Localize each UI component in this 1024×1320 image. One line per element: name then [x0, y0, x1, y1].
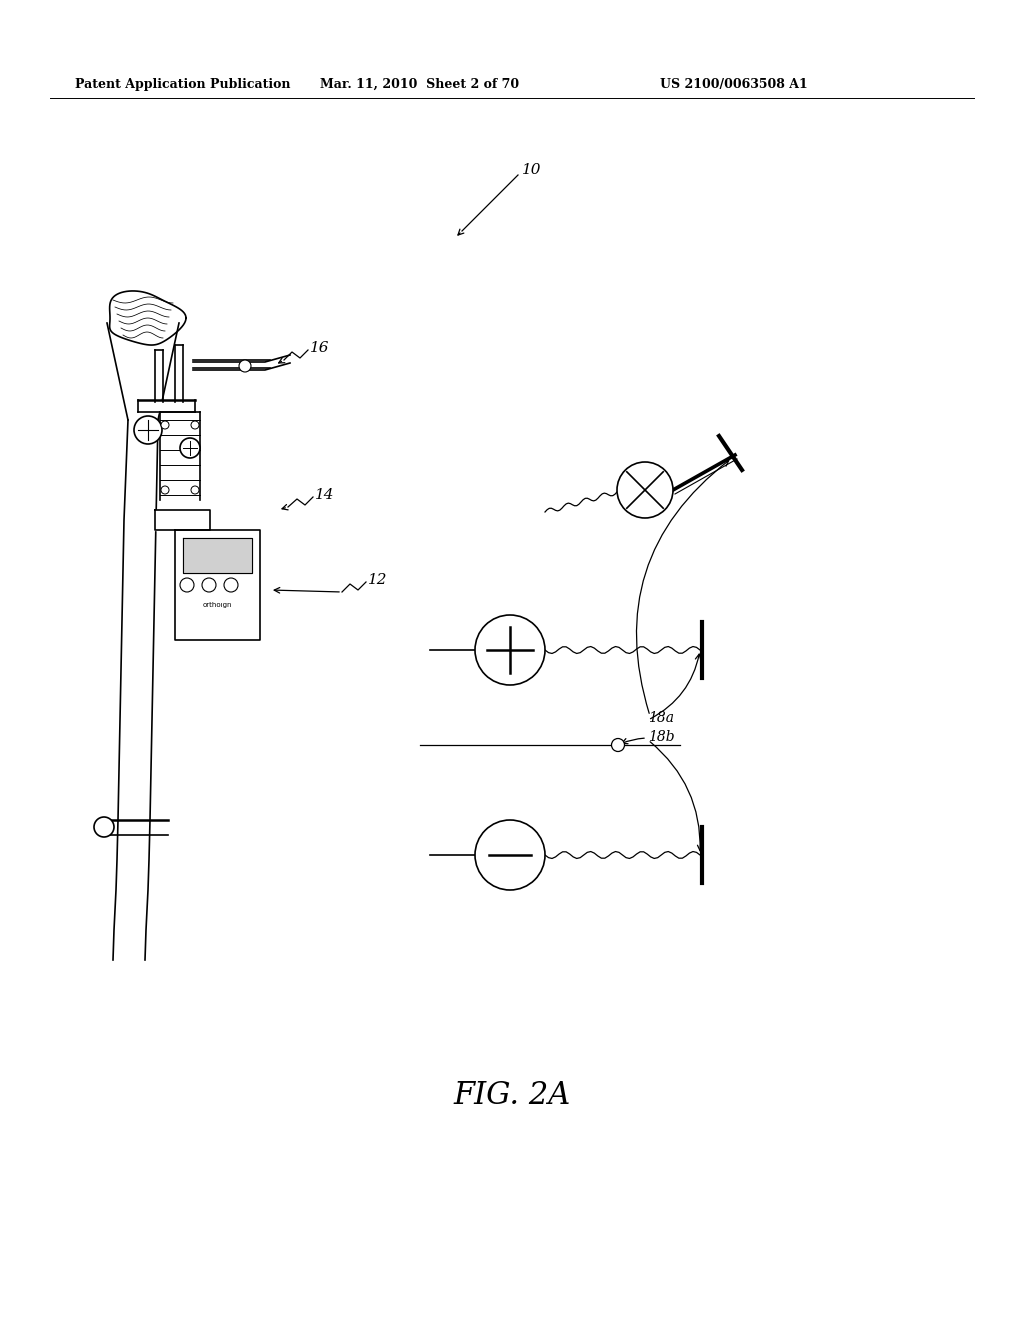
Circle shape — [191, 486, 199, 494]
Text: Patent Application Publication: Patent Application Publication — [75, 78, 291, 91]
Circle shape — [475, 820, 545, 890]
Text: 18a: 18a — [648, 711, 674, 725]
Circle shape — [94, 817, 114, 837]
Circle shape — [224, 578, 238, 591]
Text: orthoıgn: orthoıgn — [203, 602, 232, 609]
Circle shape — [161, 421, 169, 429]
Circle shape — [202, 578, 216, 591]
Text: 14: 14 — [315, 488, 335, 502]
Circle shape — [161, 486, 169, 494]
Circle shape — [180, 578, 194, 591]
Polygon shape — [183, 539, 252, 573]
Text: 10: 10 — [522, 162, 542, 177]
Circle shape — [191, 421, 199, 429]
Circle shape — [475, 615, 545, 685]
Circle shape — [611, 738, 625, 751]
Polygon shape — [175, 531, 260, 640]
Polygon shape — [155, 510, 210, 531]
Circle shape — [239, 360, 251, 372]
Polygon shape — [113, 420, 158, 960]
Text: FIG. 2A: FIG. 2A — [454, 1080, 570, 1110]
Polygon shape — [110, 290, 186, 345]
Text: US 2100/0063508 A1: US 2100/0063508 A1 — [660, 78, 808, 91]
Circle shape — [617, 462, 673, 517]
Text: 12: 12 — [368, 573, 387, 587]
Text: 16: 16 — [310, 341, 330, 355]
Circle shape — [180, 438, 200, 458]
Text: 18b: 18b — [648, 730, 675, 744]
Polygon shape — [138, 400, 195, 412]
Circle shape — [134, 416, 162, 444]
Text: Mar. 11, 2010  Sheet 2 of 70: Mar. 11, 2010 Sheet 2 of 70 — [321, 78, 519, 91]
